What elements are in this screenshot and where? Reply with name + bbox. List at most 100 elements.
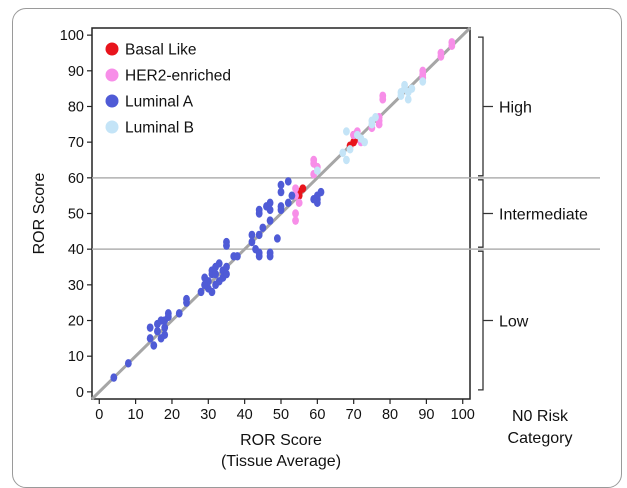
risk-category-title: N0 Risk [512,408,569,425]
legend-entry: Basal Like [105,42,197,59]
x-axis-title: ROR Score [240,432,322,449]
data-point [223,237,230,247]
data-point [288,191,296,200]
threshold-lines [92,177,600,250]
data-point [266,198,274,207]
y-tick-label: 50 [68,207,84,223]
risk-category-label: Intermediate [499,207,588,224]
data-point [448,38,456,47]
data-point [255,252,263,261]
y-tick-label: 80 [68,99,84,115]
legend-entry: HER2-enriched [105,68,231,85]
x-tick-label: 80 [382,407,398,423]
data-point [212,269,219,279]
data-point [361,137,368,147]
data-point [313,166,321,175]
x-tick-label: 70 [346,407,362,423]
data-point [197,287,205,297]
data-point [339,148,347,158]
data-point [284,198,292,207]
data-point [437,48,445,58]
data-point [277,187,285,197]
x-axis-subtitle: (Tissue Average) [221,453,341,470]
bracket-high: High [478,36,532,177]
data-point [273,234,281,243]
data-point [150,341,158,350]
data-point [277,180,285,190]
data-point [223,262,230,272]
y-axis: 0 10 20 30 40 50 60 70 80 90 100 [60,28,92,401]
data-point [266,252,274,261]
data-point [161,323,169,332]
x-tick-label: 30 [200,407,216,423]
legend-label: HER2-enriched [125,68,231,85]
data-point [292,216,299,225]
scatter-chart: 0 10 20 30 40 50 60 70 80 90 100 0 10 20 30 40 50 60 70 80… [31,26,600,470]
data-point [233,252,241,261]
legend-marker [105,94,119,108]
data-point [215,259,223,268]
data-point [164,309,172,318]
data-point [401,80,408,90]
data-point [404,95,412,104]
legend-label: Luminal B [125,120,194,137]
y-tick-label: 70 [68,135,84,151]
data-point [317,187,325,197]
data-point [201,280,209,290]
y-axis-title: ROR Score [31,173,48,255]
x-tick-label: 90 [418,407,434,423]
data-point [372,112,379,122]
data-point [146,323,154,332]
data-point [299,184,307,193]
legend-marker [105,120,119,134]
y-tick-label: 10 [68,349,84,365]
data-point [292,184,299,193]
data-point [208,287,216,297]
data-point [183,294,190,304]
data-point [255,205,263,215]
y-tick-label: 20 [68,314,84,330]
y-tick-label: 40 [68,242,84,258]
bracket-low: Low [478,250,529,391]
data-point [175,309,183,318]
data-point [346,145,354,154]
data-point [277,202,285,211]
data-point [343,155,350,165]
bracket-intermediate: Intermediate [478,179,588,248]
legend-marker [105,42,119,56]
risk-category-label: High [499,99,532,116]
x-axis: 0 10 20 30 40 50 60 70 80 90 100 [95,399,475,423]
data-point [343,127,350,136]
series-luminal-a [110,177,325,382]
y-tick-label: 0 [76,385,84,401]
y-tick-label: 60 [68,171,84,187]
data-point [146,334,154,343]
data-point [310,195,318,204]
risk-category-label: Low [499,314,529,331]
data-point [419,66,427,76]
data-point [154,327,161,336]
legend-label: Luminal A [125,94,194,111]
x-tick-label: 10 [128,407,144,423]
series-luminal-b [313,77,427,175]
legend-entry: Luminal A [105,94,194,111]
legend: Basal Like HER2-enriched Luminal A Luminal … [105,42,231,137]
data-point [248,237,256,247]
y-tick-label: 100 [60,28,84,44]
data-point [255,230,263,240]
legend-label: Basal Like [125,42,197,59]
data-point [223,269,230,279]
x-tick-label: 50 [273,407,289,423]
data-point [295,198,303,207]
data-point [259,223,267,232]
data-point [408,84,416,93]
data-point [124,359,132,368]
x-tick-label: 20 [164,407,180,423]
x-tick-label: 40 [237,407,253,423]
legend-marker [105,68,119,82]
x-tick-label: 100 [451,407,475,423]
risk-category-title-line2: Category [508,430,573,447]
y-tick-label: 90 [68,64,84,80]
data-points [110,38,456,382]
y-tick-label: 30 [68,278,84,294]
